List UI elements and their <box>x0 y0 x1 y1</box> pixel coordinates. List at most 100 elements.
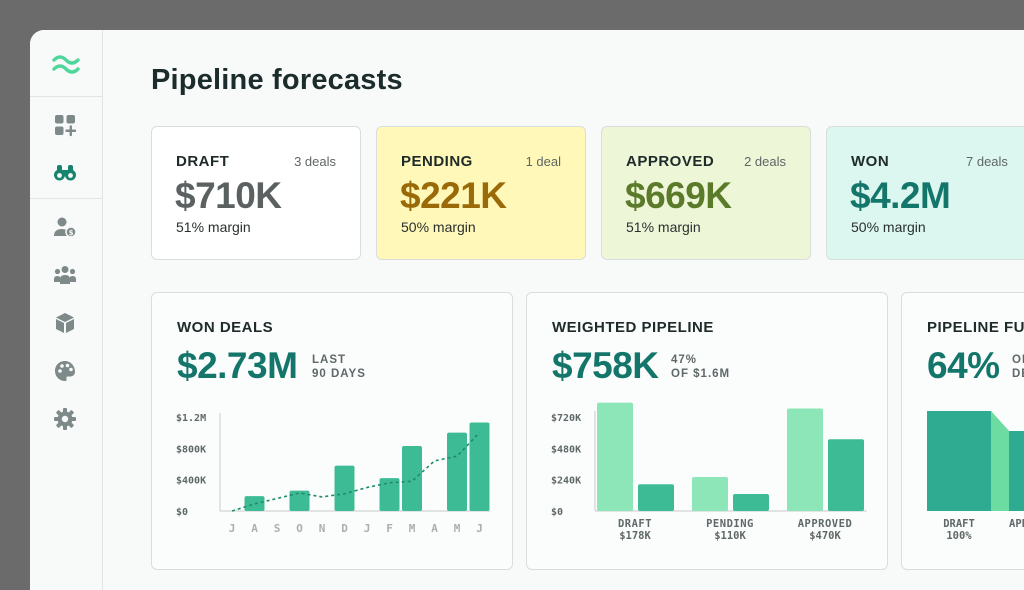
x-tick-label: M <box>454 522 461 535</box>
bar <box>334 465 355 511</box>
chart-subtitle-line2: 90 DAYS <box>312 368 366 380</box>
x-tick-label: APPROVED <box>798 518 853 530</box>
x-tick-label: D <box>341 522 348 535</box>
bar <box>469 422 490 511</box>
stat-card-won[interactable]: WON 7 deals $4.2M 50% margin <box>826 126 1024 260</box>
chart-title: PIPELINE FUNNEL <box>927 319 1024 336</box>
stat-value: $221K <box>400 175 507 216</box>
bar-weighted <box>828 439 864 511</box>
stat-label: DRAFT <box>176 153 230 170</box>
stat-card-pending[interactable]: PENDING 1 deal $221K 50% margin <box>376 126 586 260</box>
bar <box>289 490 310 511</box>
stat-card-draft[interactable]: DRAFT 3 deals $710K 51% margin <box>151 126 361 260</box>
app-window: $ <box>30 30 1024 590</box>
y-tick-label: $240K <box>551 476 581 487</box>
y-tick-label: $0 <box>551 507 563 518</box>
bar-weighted <box>733 494 769 511</box>
bar-weighted <box>638 484 674 511</box>
x-tick-label: F <box>386 522 393 535</box>
palette-icon[interactable] <box>52 358 78 384</box>
chart-value: $758K <box>552 345 659 386</box>
x-tick-label: PENDING <box>706 518 754 530</box>
x-tick-label: DRAFT <box>943 518 975 530</box>
x-tick-label: A <box>431 522 438 535</box>
chart-subtitle-line2: OF $1.6M <box>671 368 731 380</box>
bar-total <box>692 477 728 511</box>
stat-label: PENDING <box>401 153 473 170</box>
bar-total <box>787 408 823 511</box>
x-tick-label: A <box>251 522 258 535</box>
weighted-pipeline-card[interactable]: WEIGHTED PIPELINE $758K 47% OF $1.6M $0 $… <box>526 292 888 570</box>
bar <box>402 445 422 511</box>
stat-value: $710K <box>175 175 282 216</box>
x-tick-sublabel: $178K <box>619 530 651 542</box>
stat-margin: 51% margin <box>626 219 701 235</box>
team-icon[interactable] <box>52 262 78 288</box>
stat-margin: 51% margin <box>176 219 251 235</box>
x-tick-label: DRAFT <box>618 518 652 530</box>
chart-subtitle-line1: LAST <box>312 354 347 366</box>
weighted-pipeline-chart: $0 $240K $480K $720K DRAFT$178K PENDING$110K A… <box>551 402 867 542</box>
x-tick-sublabel: $470K <box>809 530 841 542</box>
stat-margin: 50% margin <box>851 219 926 235</box>
chart-value: 64% <box>927 345 1000 386</box>
page-title: Pipeline forecasts <box>151 64 403 96</box>
won-deals-card[interactable]: WON DEALS $2.73M LAST 90 DAYS $0 $400K $80… <box>151 292 513 570</box>
dashboard-add-icon[interactable] <box>52 112 78 138</box>
y-tick-label: $0 <box>176 507 188 518</box>
chart-subtitle: OF DEALS <box>1012 353 1024 381</box>
bar-total <box>597 402 633 511</box>
chart-title: WON DEALS <box>177 319 274 336</box>
bar <box>244 496 265 511</box>
x-tick-label: J <box>229 522 236 535</box>
y-tick-label: $400K <box>176 476 206 487</box>
x-tick-label: S <box>274 522 281 535</box>
x-tick-label: J <box>364 522 371 535</box>
gear-icon[interactable] <box>52 406 78 432</box>
x-tick-sublabel: 100% <box>946 530 972 542</box>
chart-subtitle-line2: DEALS <box>1012 368 1024 380</box>
sidebar-divider <box>30 96 102 97</box>
main-content: Pipeline forecasts DRAFT 3 deals $710K 5… <box>103 30 1024 590</box>
chart-subtitle: LAST 90 DAYS <box>312 353 366 381</box>
x-tick-label: N <box>319 522 326 535</box>
chart-value: $2.73M <box>177 345 298 386</box>
y-tick-label: $1.2M <box>176 413 206 424</box>
y-tick-label: $720K <box>551 413 581 424</box>
x-tick-label: APPROVED <box>1009 518 1024 530</box>
x-tick-label: J <box>476 522 483 535</box>
stat-count: 3 deals <box>294 154 336 169</box>
funnel-bar <box>927 411 991 511</box>
stat-count: 2 deals <box>744 154 786 169</box>
chart-subtitle: 47% OF $1.6M <box>671 353 730 381</box>
funnel-bar <box>1009 431 1024 511</box>
stat-value: $4.2M <box>850 175 951 216</box>
x-tick-sublabel: $110K <box>714 530 746 542</box>
chart-subtitle-line1: 47% <box>671 354 698 366</box>
binoculars-icon[interactable] <box>52 159 78 185</box>
x-tick-label: M <box>409 522 416 535</box>
logo-icon[interactable] <box>52 52 80 78</box>
y-tick-label: $480K <box>551 444 581 455</box>
x-tick-label: O <box>296 522 303 535</box>
won-deals-chart: $0 $400K $800K $1.2M J A S O N D J F M A M J <box>176 413 490 535</box>
svg-text:$: $ <box>69 229 74 237</box>
stat-count: 1 deal <box>525 154 561 169</box>
stat-label: WON <box>851 153 890 170</box>
user-money-icon[interactable]: $ <box>52 214 78 240</box>
sidebar: $ <box>30 30 103 590</box>
funnel-connector-highlight <box>991 411 1009 511</box>
chart-subtitle-line1: OF <box>1012 354 1024 366</box>
stat-label: APPROVED <box>626 153 715 170</box>
sidebar-divider <box>30 198 102 199</box>
stat-margin: 50% margin <box>401 219 476 235</box>
trend-line <box>231 432 481 512</box>
bar <box>447 432 467 511</box>
box-icon[interactable] <box>52 310 78 336</box>
stat-value: $669K <box>625 175 732 216</box>
stat-card-approved[interactable]: APPROVED 2 deals $669K 51% margin <box>601 126 811 260</box>
bar <box>379 478 400 511</box>
stat-count: 7 deals <box>966 154 1008 169</box>
